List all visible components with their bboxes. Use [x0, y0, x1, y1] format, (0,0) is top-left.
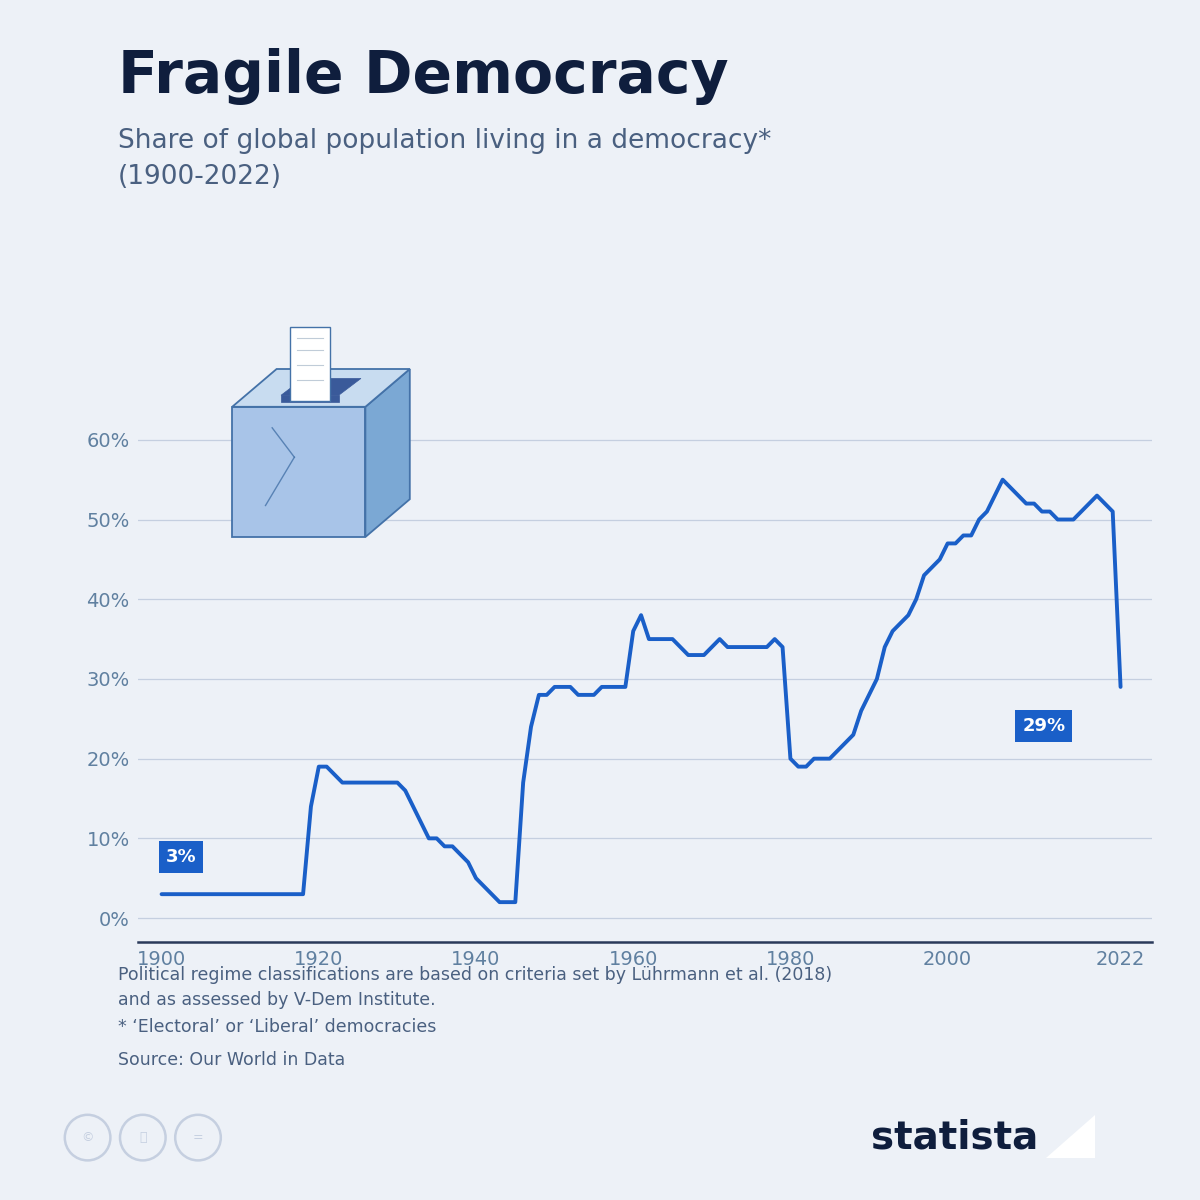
- Polygon shape: [281, 378, 361, 395]
- Polygon shape: [290, 326, 330, 401]
- Polygon shape: [281, 395, 338, 402]
- Text: Source: Our World in Data: Source: Our World in Data: [118, 1051, 344, 1069]
- Text: 29%: 29%: [1022, 716, 1066, 734]
- Text: Political regime classifications are based on criteria set by Lührmann et al. (2: Political regime classifications are bas…: [118, 966, 832, 984]
- Polygon shape: [233, 407, 366, 538]
- Text: (1900-2022): (1900-2022): [118, 164, 282, 191]
- Text: * ‘Electoral’ or ‘Liberal’ democracies: * ‘Electoral’ or ‘Liberal’ democracies: [118, 1018, 436, 1036]
- Polygon shape: [1046, 1115, 1094, 1158]
- Text: =: =: [193, 1132, 203, 1144]
- Polygon shape: [233, 370, 410, 407]
- Text: ©: ©: [82, 1132, 94, 1144]
- Text: Fragile Democracy: Fragile Democracy: [118, 48, 728, 104]
- Text: 3%: 3%: [166, 848, 196, 866]
- Text: statista: statista: [871, 1118, 1038, 1157]
- Text: Share of global population living in a democracy*: Share of global population living in a d…: [118, 128, 770, 155]
- Polygon shape: [366, 370, 410, 538]
- Text: ⓘ: ⓘ: [139, 1132, 146, 1144]
- Text: and as assessed by V-Dem Institute.: and as assessed by V-Dem Institute.: [118, 991, 436, 1009]
